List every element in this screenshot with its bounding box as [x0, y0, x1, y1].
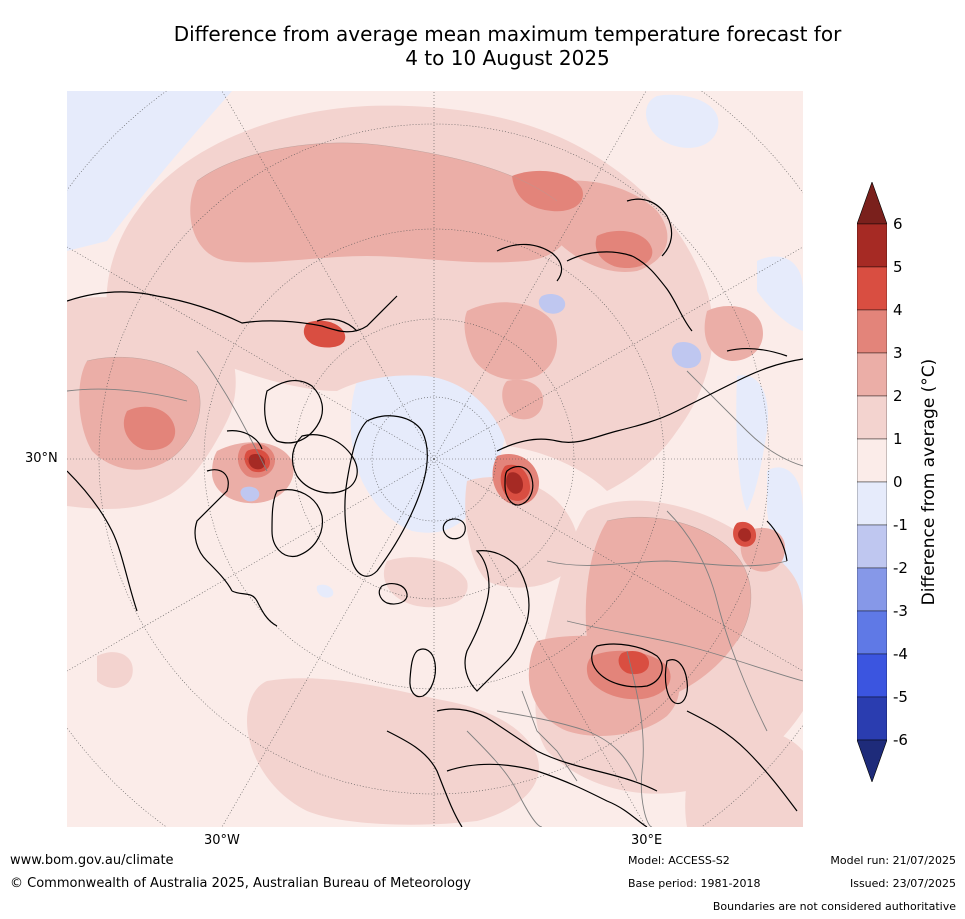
country-borders — [67, 350, 803, 827]
footer-copyright: © Commonwealth of Australia 2025, Austra… — [10, 876, 471, 891]
colorbar-tick-label: -1 — [893, 516, 908, 534]
anomaly-region-2-3 — [502, 379, 544, 420]
anomaly-region-4-5 — [303, 320, 346, 348]
anomaly-region-1-2 — [97, 652, 133, 688]
footer-base-period: Base period: 1981-2018 — [628, 877, 761, 890]
anomaly-region-1-2 — [247, 678, 539, 825]
colorbar-tick-label: -4 — [893, 645, 908, 663]
anomaly-region-negative — [757, 256, 803, 331]
colorbar-tick-label: 0 — [893, 473, 903, 491]
anomaly-region-1-2 — [383, 557, 468, 608]
anomaly-region-2-3 — [464, 302, 557, 380]
colorbar-bin — [857, 223, 887, 268]
lon-label-30w: 30°W — [204, 833, 240, 848]
colorbar-tick-label: 1 — [893, 430, 903, 448]
map-title-line-1: Difference from average mean maximum tem… — [173, 22, 842, 46]
anomaly-region-5-6 — [738, 528, 752, 542]
colorbar-bin — [857, 352, 887, 397]
lat-label-30n: 30°N — [25, 451, 58, 466]
coastlines — [67, 198, 803, 827]
colorbar-tick-label: 3 — [893, 344, 903, 362]
anomaly-region-3-4 — [512, 170, 583, 212]
colorbar-tick-label: 5 — [893, 258, 903, 276]
anomaly-region-3-4 — [586, 650, 671, 700]
footer-issued: Issued: 23/07/2025 — [849, 877, 956, 890]
map-title: Difference from average mean maximum tem… — [70, 22, 945, 70]
anomaly-region-1-2 — [465, 477, 578, 588]
colorbar-tick-label: -3 — [893, 602, 908, 620]
colorbar-tick-label: 6 — [893, 215, 903, 233]
anomaly-region-2-3 — [190, 142, 570, 263]
colorbar-bin — [857, 653, 887, 698]
colorbar-tick-label: 4 — [893, 301, 903, 319]
footer-model: Model: ACCESS-S2 — [628, 854, 730, 867]
anomaly-region-negative — [67, 91, 232, 251]
anomaly-region-negative-1-2 — [671, 341, 702, 369]
colorbar-bin — [857, 481, 887, 526]
anomaly-region-negative-1-2 — [538, 294, 566, 314]
colorbar-tick-label: -2 — [893, 559, 908, 577]
colorbar-bin — [857, 696, 887, 741]
anomaly-region-3-4 — [123, 406, 176, 451]
colorbar-bin — [857, 395, 887, 440]
colorbar-extend-under — [857, 739, 887, 782]
colorbar-tick-label: 2 — [893, 387, 903, 405]
map-title-line-2: 4 to 10 August 2025 — [405, 46, 610, 70]
footer-disclaimer: Boundaries are not considered authoritat… — [712, 900, 956, 913]
anomaly-region-negative — [645, 94, 719, 148]
colorbar-label: Difference from average (°C) — [919, 358, 939, 606]
anomaly-region-4-5 — [618, 651, 649, 675]
colorbar-bin — [857, 438, 887, 483]
anomaly-region-negative — [767, 467, 803, 611]
colorbar-tick-label: -6 — [893, 731, 908, 749]
colorbar — [857, 182, 887, 782]
lon-label-30e: 30°E — [631, 833, 663, 848]
colorbar-bin — [857, 524, 887, 569]
colorbar-bin — [857, 309, 887, 354]
colorbar-tick-label: -5 — [893, 688, 908, 706]
colorbar-bin — [857, 610, 887, 655]
anomaly-region-5-6 — [506, 472, 523, 494]
anomaly-region-negative-1-2 — [240, 486, 260, 502]
colorbar-bin — [857, 266, 887, 311]
anomaly-region-negative — [736, 375, 768, 511]
footer-url-link[interactable]: www.bom.gov.au/climate — [10, 853, 174, 868]
footer-model-run: Model run: 21/07/2025 — [830, 854, 956, 867]
colorbar-bin — [857, 567, 887, 612]
anomaly-region-1-2 — [685, 727, 803, 827]
colorbar-extend-over — [857, 182, 887, 225]
temperature-anomaly-map[interactable] — [67, 91, 803, 827]
map-canvas — [67, 91, 803, 827]
anomaly-region-negative — [316, 584, 334, 598]
anomaly-region-2-3 — [704, 306, 763, 361]
